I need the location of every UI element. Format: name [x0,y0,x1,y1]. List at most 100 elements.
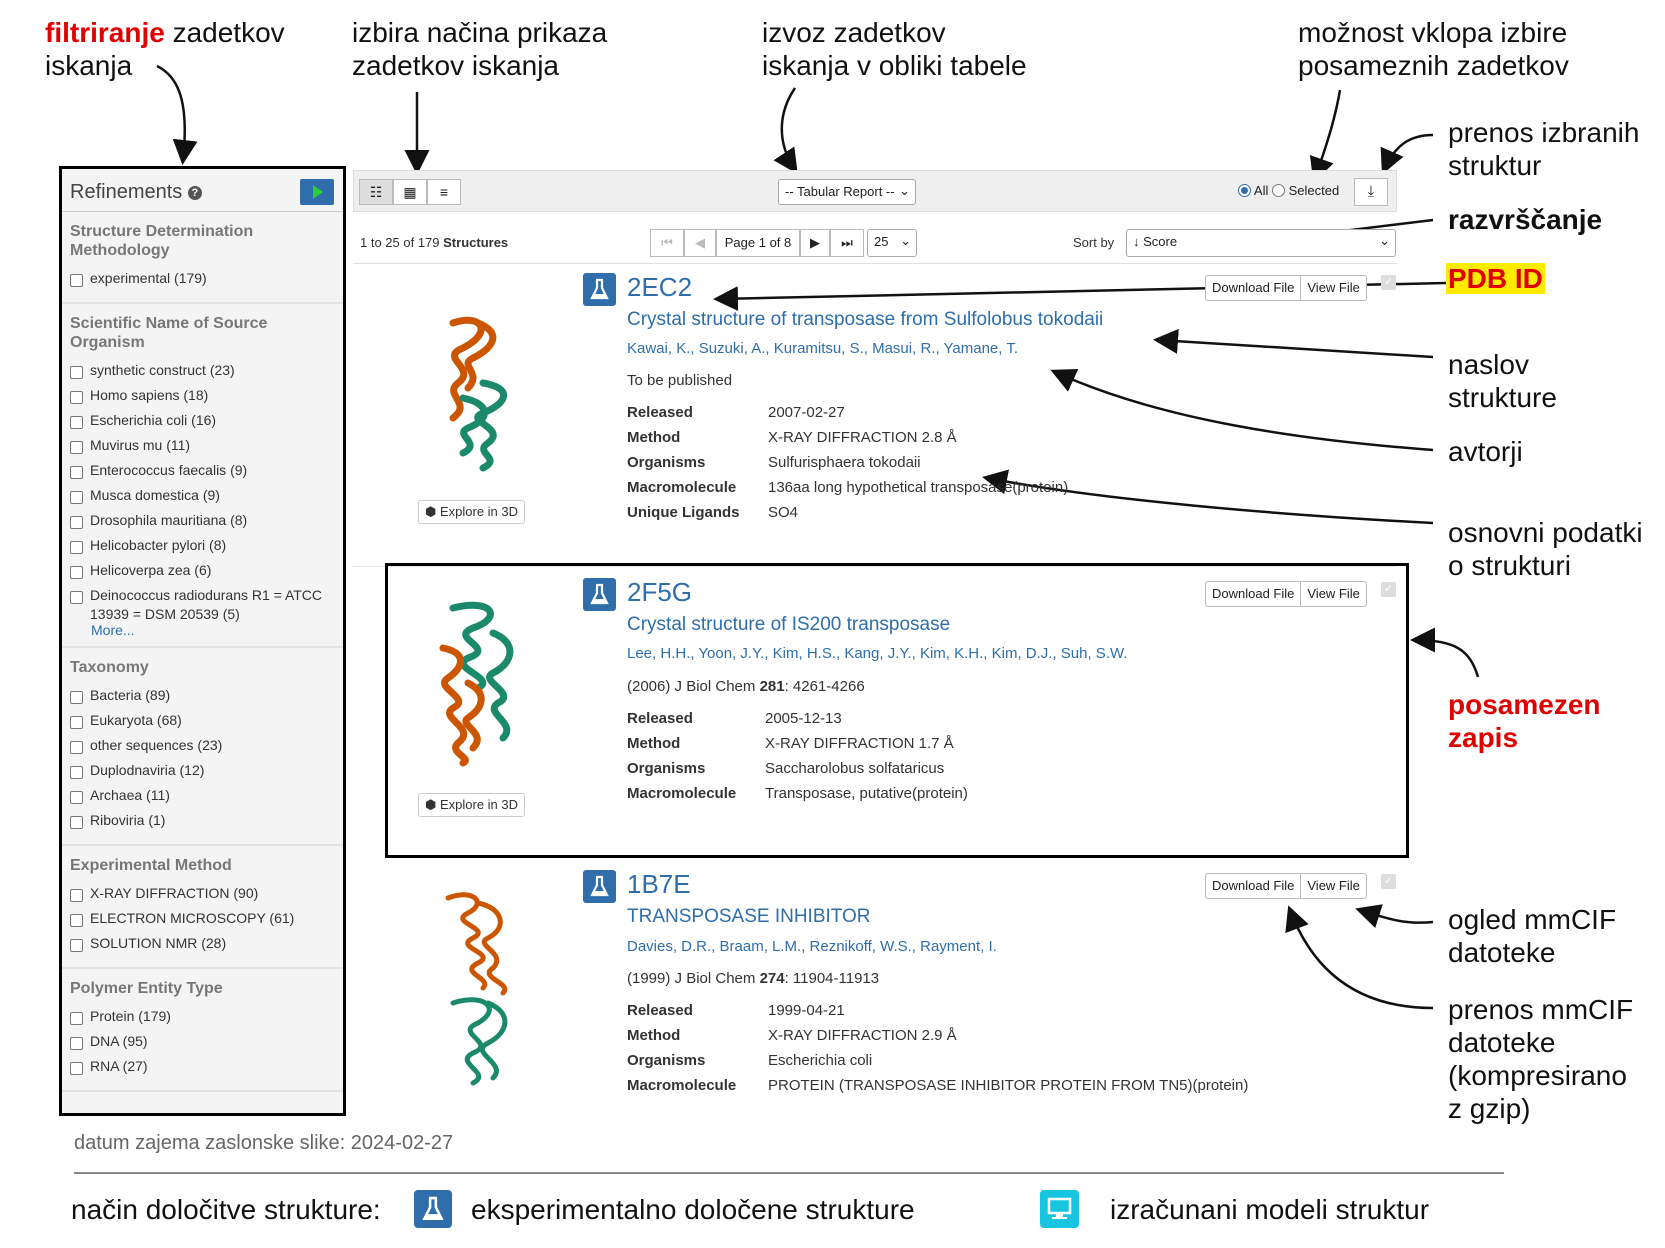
annotation-filter: filtriranje zadetkov iskanja [45,17,285,81]
refinement-option[interactable]: Helicobacter pylori (8) [70,536,343,561]
list-view-button[interactable]: ☷ [359,179,393,205]
refinement-option[interactable]: Riboviria (1) [70,811,343,836]
refinement-option[interactable]: SOLUTION NMR (28) [70,934,343,959]
refinement-option[interactable]: Eukaryota (68) [70,711,343,736]
annotation-export: izvoz zadetkov iskanja v obliki tabele [762,17,1027,81]
select-checkbox[interactable]: ✓ [1381,275,1396,290]
refinement-checkbox[interactable] [70,939,83,952]
select-checkbox[interactable]: ✓ [1381,874,1396,889]
protein-structure-image[interactable] [423,883,533,1088]
first-page-button[interactable]: ⏮ [650,229,684,257]
gallery-view-button[interactable]: ▦ [393,179,427,205]
explore-3d-button[interactable]: ⬢ Explore in 3D [418,793,526,817]
download-file-button[interactable]: Download File [1212,878,1295,893]
organism-link[interactable]: Sulfurisphaera tokodaii [768,454,921,471]
refinement-sections: Structure Determination Methodology exper… [62,212,343,1092]
refinement-option-label: synthetic construct (23) [90,362,235,378]
refinement-option[interactable]: synthetic construct (23) [70,361,343,386]
macromolecule-link[interactable]: Transposase, putative [765,785,913,802]
per-page-select[interactable]: 25 ⌄ [867,229,917,257]
tabular-report-select[interactable]: -- Tabular Report -- ⌄ [778,179,916,205]
refinement-option[interactable]: Homo sapiens (18) [70,386,343,411]
refinement-option[interactable]: experimental (179) [70,269,343,294]
refinement-option[interactable]: Escherichia coli (16) [70,411,343,436]
structure-title-link[interactable]: Crystal structure of transposase from Su… [627,309,1104,330]
next-page-button[interactable]: ▶ [800,229,830,257]
refinement-option[interactable]: Helicoverpa zea (6) [70,561,343,586]
refinement-checkbox[interactable] [70,889,83,902]
refinement-checkbox[interactable] [70,491,83,504]
refinement-checkbox[interactable] [70,914,83,927]
help-icon[interactable]: ? [187,185,202,200]
download-file-button[interactable]: Download File [1212,586,1295,601]
view-file-button[interactable]: View File [1300,276,1366,300]
structure-title-link[interactable]: Crystal structure of IS200 transposase [627,614,951,635]
refinement-checkbox[interactable] [70,1012,83,1025]
refinement-option[interactable]: Deinococcus radiodurans R1 = ATCC 13939 … [70,586,343,626]
refinement-checkbox[interactable] [70,716,83,729]
structure-title-link[interactable]: TRANSPOSASE INHIBITOR [627,906,871,927]
authors-links[interactable]: Lee, H.H., Yoon, J.Y., Kim, H.S., Kang, … [627,645,1128,662]
download-file-button[interactable]: Download File [1212,280,1295,295]
refinement-checkbox[interactable] [70,816,83,829]
refinement-option[interactable]: Muvirus mu (11) [70,436,343,461]
sort-select[interactable]: ↓ Score ⌄ [1126,229,1396,257]
refinement-checkbox[interactable] [70,416,83,429]
protein-structure-image[interactable] [423,303,533,473]
refinement-checkbox[interactable] [70,791,83,804]
compact-view-button[interactable]: ≡ [427,179,461,205]
macromolecule-link[interactable]: 136aa long hypothetical transposase [768,479,1013,496]
refinement-option[interactable]: Drosophila mauritiana (8) [70,511,343,536]
refinement-checkbox[interactable] [70,1062,83,1075]
prev-page-button[interactable]: ◀ [684,229,716,257]
organism-link[interactable]: Escherichia coli [768,1052,873,1069]
refinement-option[interactable]: Protein (179) [70,1007,343,1032]
legend-computed: izračunani modeli struktur [1110,1194,1430,1225]
refinement-checkbox[interactable] [70,541,83,554]
view-file-button[interactable]: View File [1300,582,1366,606]
refinement-option[interactable]: Bacteria (89) [70,686,343,711]
refinement-option[interactable]: ELECTRON MICROSCOPY (61) [70,909,343,934]
more-link[interactable]: More... [91,622,135,638]
refinement-checkbox[interactable] [70,691,83,704]
refinement-checkbox[interactable] [70,466,83,479]
authors-links[interactable]: Kawai, K., Suzuki, A., Kuramitsu, S., Ma… [627,340,1018,357]
refinement-checkbox[interactable] [70,274,83,287]
explore-3d-button[interactable]: ⬢ Explore in 3D [418,500,526,524]
refinement-checkbox[interactable] [70,441,83,454]
refinement-option[interactable]: Enterococcus faecalis (9) [70,461,343,486]
refinement-checkbox[interactable] [70,366,83,379]
radio-selected[interactable] [1271,184,1285,197]
refinement-option[interactable]: Duplodnaviria (12) [70,761,343,786]
refinement-option[interactable]: Archaea (11) [70,786,343,811]
refinement-checkbox[interactable] [70,566,83,579]
refinement-checkbox[interactable] [70,591,83,604]
refinement-checkbox[interactable] [70,741,83,754]
macromolecule-link[interactable]: PROTEIN (TRANSPOSASE INHIBITOR PROTEIN F… [768,1077,1193,1094]
refinement-option[interactable]: other sequences (23) [70,736,343,761]
refinement-option[interactable]: RNA (27) [70,1057,343,1082]
radio-all[interactable] [1238,184,1251,197]
last-page-button[interactable]: ⏭ [830,229,864,257]
authors-links[interactable]: Davies, D.R., Braam, L.M., Reznikoff, W.… [627,938,997,955]
arrow-transfer [1380,133,1434,175]
refinement-checkbox[interactable] [70,1037,83,1050]
pdb-id-link[interactable]: 2F5G [627,577,693,607]
download-selected-button[interactable]: ⤓ [1354,178,1388,206]
apply-refinements-button[interactable] [300,179,334,205]
annotation-basic-data: osnovni podatki o strukturi [1448,517,1643,581]
refinement-option-label: Riboviria (1) [90,812,166,828]
refinement-option[interactable]: DNA (95) [70,1032,343,1057]
refinement-checkbox[interactable] [70,766,83,779]
protein-structure-image[interactable] [423,593,533,768]
select-checkbox[interactable]: ✓ [1381,582,1396,597]
refinement-option[interactable]: X-RAY DIFFRACTION (90) [70,884,343,909]
refinement-checkbox[interactable] [70,391,83,404]
refinement-option[interactable]: Musca domestica (9) [70,486,343,511]
pdb-id-link[interactable]: 1B7E [627,869,691,899]
refinement-checkbox[interactable] [70,516,83,529]
organism-link[interactable]: Saccharolobus solfataricus [765,760,945,777]
pdb-id-link[interactable]: 2EC2 [627,272,693,302]
view-file-button[interactable]: View File [1300,874,1366,898]
ligand-link[interactable]: SO4 [768,504,799,521]
